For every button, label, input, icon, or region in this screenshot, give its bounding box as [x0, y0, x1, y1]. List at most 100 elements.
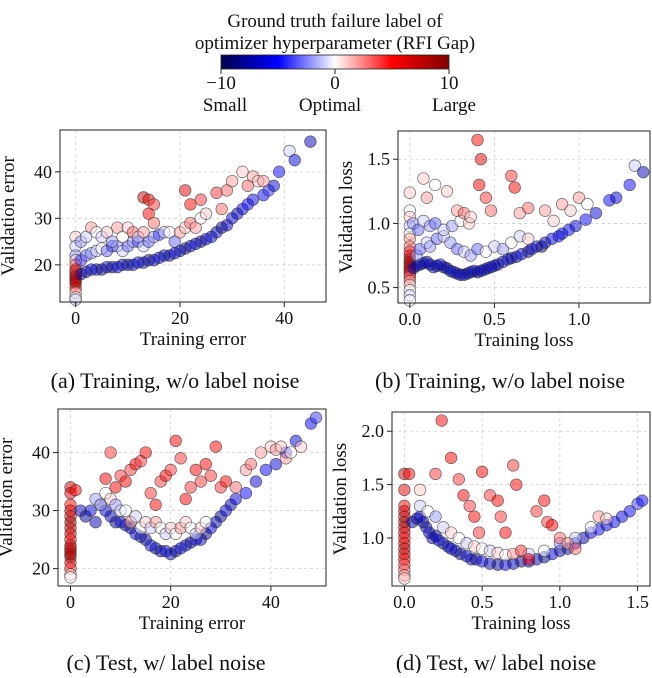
data-point	[236, 165, 249, 178]
data-point	[538, 204, 552, 217]
data-point	[494, 510, 507, 523]
data-point	[522, 201, 535, 215]
data-point	[429, 217, 442, 230]
data-point	[623, 178, 636, 192]
scatter-panel-c: 0 20 40 20 30 40 Training error Validation erro…	[0, 408, 327, 675]
data-point	[174, 452, 187, 465]
x-tick-label: 20	[171, 308, 189, 328]
data-point	[210, 186, 223, 199]
data-point	[215, 202, 228, 216]
data-point	[189, 463, 202, 477]
x-tick-label: 1.0	[568, 309, 591, 329]
data-point	[294, 440, 308, 453]
data-point	[179, 492, 192, 506]
data-point	[64, 571, 77, 584]
data-point	[142, 207, 155, 220]
panel-caption: (c) Test, w/ label noise	[66, 650, 265, 673]
y-tick-label: 20	[34, 255, 52, 275]
data-point	[398, 572, 411, 585]
data-point	[464, 210, 477, 224]
colorbar-label-optimal: Optimal	[299, 95, 361, 116]
data-point	[106, 235, 119, 248]
data-point	[94, 498, 107, 511]
data-point	[249, 475, 263, 488]
data-point	[199, 516, 212, 529]
data-point	[169, 434, 182, 448]
axes-frame	[397, 130, 651, 304]
data-point	[429, 510, 442, 523]
data-point	[269, 457, 283, 471]
scatter-points	[69, 135, 317, 306]
data-point	[402, 467, 416, 481]
y-axis-label: Validation error	[0, 155, 19, 275]
data-point	[204, 469, 217, 482]
x-axis-label: Training loss	[474, 330, 573, 351]
data-point	[522, 553, 535, 566]
data-point	[417, 172, 430, 185]
data-point	[239, 486, 253, 500]
data-point	[194, 193, 207, 206]
data-point	[257, 174, 270, 188]
data-point	[304, 135, 317, 148]
scatter-panel-a: 0 20 40 20 30 40 Training error Validation erro…	[0, 129, 327, 393]
data-point	[100, 226, 114, 239]
panels: 0 20 40 20 30 40 Training error Validation erro…	[0, 129, 651, 675]
scatter-points	[64, 411, 323, 584]
data-point	[474, 153, 488, 166]
data-point	[628, 159, 641, 172]
data-point	[267, 179, 280, 192]
data-point	[244, 457, 258, 471]
data-point	[505, 236, 518, 249]
data-point	[119, 504, 132, 517]
x-tick-label: 1.0	[549, 592, 572, 612]
data-point	[510, 478, 523, 491]
colorbar-title-line1: Ground truth failure label of	[227, 11, 443, 32]
data-point	[610, 191, 623, 204]
data-point	[463, 499, 476, 513]
data-point	[288, 154, 301, 167]
y-tick-label: 40	[32, 443, 50, 463]
data-point	[514, 544, 528, 557]
data-point	[283, 144, 296, 158]
data-point	[508, 181, 521, 194]
data-point	[423, 240, 437, 253]
data-point	[184, 198, 197, 211]
data-point	[600, 512, 613, 525]
data-point	[99, 472, 112, 485]
data-point	[547, 214, 560, 228]
x-axis-label: Training error	[139, 613, 246, 634]
scatter-points	[403, 133, 650, 307]
data-point	[538, 544, 551, 557]
data-point	[584, 521, 598, 534]
data-point	[79, 230, 93, 244]
x-tick-label: 40	[275, 308, 293, 328]
data-point	[471, 133, 484, 147]
data-point	[241, 179, 254, 192]
data-point	[229, 481, 242, 494]
data-point	[199, 207, 213, 220]
data-point	[259, 463, 273, 477]
data-point	[89, 516, 102, 529]
x-tick-label: 0	[71, 308, 80, 328]
x-tick-label: 0.5	[483, 309, 506, 329]
scatter-panel-b: 0.0 0.5 1.0 0.5 1.0 1.5 Training loss Validatio…	[336, 130, 651, 393]
data-point	[144, 486, 157, 500]
data-point	[309, 411, 323, 424]
data-point	[147, 198, 161, 211]
data-point	[496, 242, 510, 256]
data-point	[505, 169, 518, 183]
y-tick-label: 1.0	[362, 528, 385, 548]
data-point	[579, 213, 592, 226]
data-point	[569, 219, 582, 233]
data-point	[413, 483, 427, 497]
axes-frame	[57, 408, 327, 587]
y-tick-label: 40	[34, 162, 52, 182]
data-point	[555, 198, 569, 211]
data-point	[420, 191, 433, 204]
data-point	[274, 440, 288, 453]
y-tick-label: 30	[32, 501, 50, 521]
y-tick-label: 1.5	[368, 149, 391, 169]
colorbar-tick-label-mid: 0	[330, 73, 340, 94]
colorbar-label-small: Small	[203, 95, 247, 116]
